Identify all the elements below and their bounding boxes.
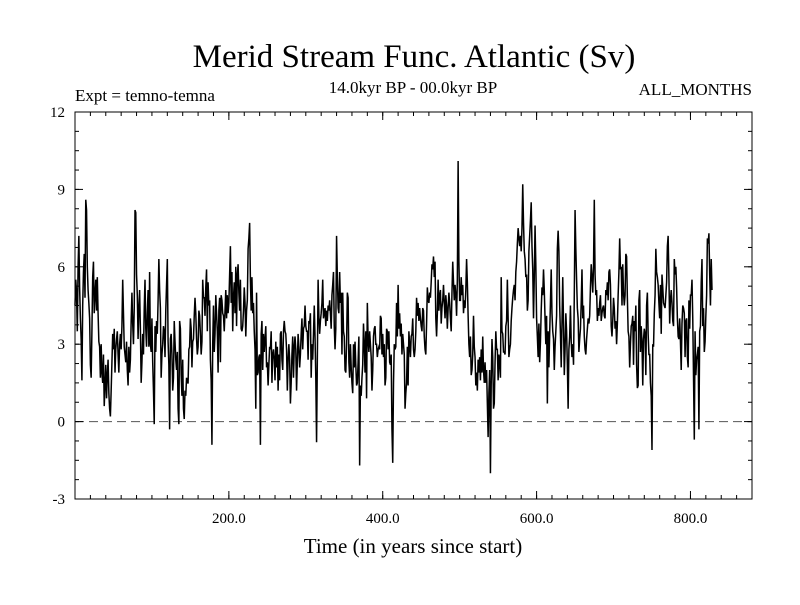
x-tick-label: 400.0 [366, 511, 400, 527]
time-range-label: 14.0kyr BP - 00.0kyr BP [329, 78, 497, 97]
x-tick-label: 800.0 [674, 511, 708, 527]
series-line-0 [74, 161, 713, 474]
experiment-label: Expt = temno-temna [75, 86, 215, 105]
y-tick-label: 3 [58, 337, 66, 353]
x-tick-label: 600.0 [520, 511, 554, 527]
y-tick-label: 6 [58, 260, 66, 276]
months-label: ALL_MONTHS [639, 80, 752, 99]
chart-title: Merid Stream Func. Atlantic (Sv) [193, 39, 636, 75]
plot-frame [74, 111, 753, 500]
y-tick-label: -3 [53, 492, 66, 508]
y-tick-label: 12 [50, 105, 65, 121]
x-axis-label: Time (in years since start) [304, 534, 523, 558]
y-tick-label: 9 [58, 182, 66, 198]
x-tick-label: 200.0 [212, 511, 246, 527]
plot-area: -3 0 3 6 9 12 200.0 400.0 600.0 800.0 [50, 105, 753, 527]
y-tick-label: 0 [58, 415, 66, 431]
